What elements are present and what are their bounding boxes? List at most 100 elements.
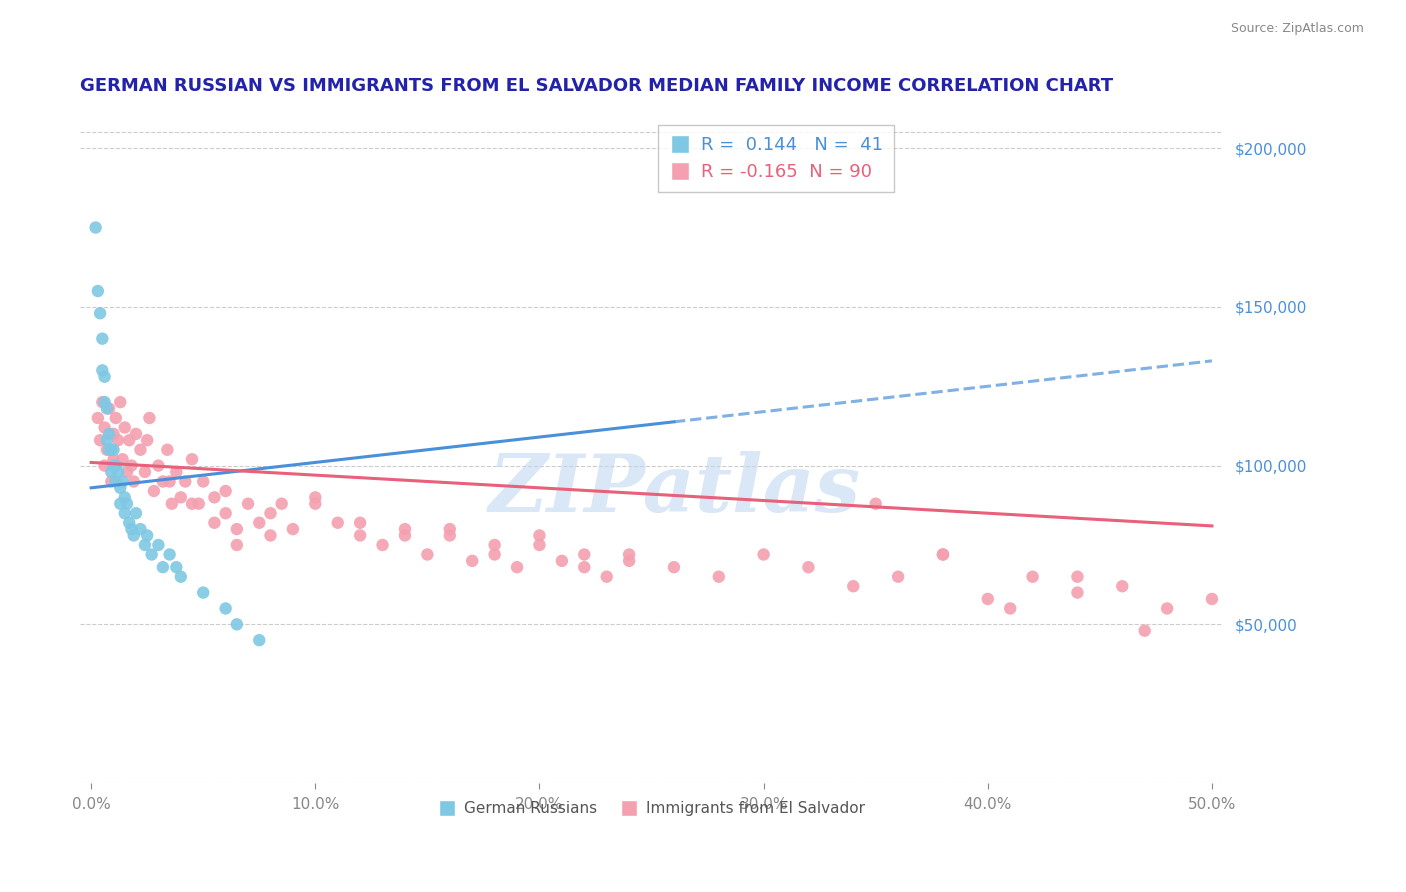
Point (247, 516, 270, 530)
Point (165, 560, 187, 574)
Point (225, 522, 247, 536)
Point (104, 411, 127, 425)
Point (98, 442, 121, 457)
Point (529, 538, 551, 552)
Text: Source: ZipAtlas.com: Source: ZipAtlas.com (1230, 22, 1364, 36)
Point (103, 426, 125, 441)
Point (125, 426, 148, 441)
Legend: German Russians, Immigrants from El Salvador: German Russians, Immigrants from El Salv… (432, 795, 872, 822)
Point (887, 570, 910, 584)
Point (707, 570, 730, 584)
Point (93, 395, 115, 409)
Point (103, 442, 125, 457)
Point (103, 458, 125, 473)
Point (91, 395, 114, 409)
Point (204, 516, 226, 530)
Point (115, 497, 138, 511)
Point (181, 452, 204, 467)
Point (394, 522, 416, 536)
Point (797, 560, 820, 574)
Point (204, 491, 226, 505)
Point (932, 548, 955, 562)
Point (122, 475, 145, 489)
Point (349, 516, 371, 530)
Point (138, 411, 160, 425)
Point (111, 452, 134, 467)
Point (91, 363, 114, 377)
Point (159, 475, 181, 489)
Point (115, 465, 138, 479)
Point (416, 548, 439, 562)
Point (574, 548, 596, 562)
Point (118, 516, 141, 530)
Point (89, 434, 111, 448)
Point (439, 528, 461, 542)
Point (114, 491, 136, 505)
Point (270, 497, 292, 511)
Point (617, 548, 640, 562)
Point (114, 506, 136, 520)
Point (1156, 601, 1178, 615)
Text: GERMAN RUSSIAN VS IMMIGRANTS FROM EL SALVADOR MEDIAN FAMILY INCOME CORRELATION C: GERMAN RUSSIAN VS IMMIGRANTS FROM EL SAL… (80, 78, 1114, 95)
Point (110, 497, 132, 511)
Point (529, 528, 551, 542)
Point (1133, 624, 1156, 638)
Point (111, 475, 134, 489)
Point (141, 548, 163, 562)
Point (174, 475, 197, 489)
Point (225, 538, 247, 552)
Point (121, 458, 143, 473)
Point (551, 554, 574, 568)
Point (96, 401, 118, 416)
Point (214, 601, 236, 615)
Point (259, 528, 281, 542)
Point (98, 426, 121, 441)
Point (596, 570, 619, 584)
Point (118, 434, 141, 448)
Point (148, 458, 170, 473)
Point (93, 458, 115, 473)
Point (93, 369, 115, 384)
Point (87, 284, 110, 298)
Point (394, 528, 416, 542)
Point (100, 465, 122, 479)
Point (142, 483, 165, 498)
Point (110, 395, 132, 409)
Point (225, 617, 247, 632)
Point (170, 491, 193, 505)
Point (134, 465, 156, 479)
Point (103, 452, 125, 467)
Point (1066, 570, 1088, 584)
Point (349, 528, 371, 542)
Point (236, 497, 259, 511)
Point (506, 560, 529, 574)
Point (932, 548, 955, 562)
Point (104, 475, 127, 489)
Point (998, 601, 1021, 615)
Point (193, 585, 215, 599)
Point (1066, 585, 1088, 599)
Point (617, 554, 640, 568)
Point (259, 506, 281, 520)
Point (136, 434, 159, 448)
Point (170, 570, 193, 584)
Point (977, 591, 1000, 606)
Point (125, 506, 148, 520)
Point (304, 491, 326, 505)
Point (181, 497, 204, 511)
Point (165, 465, 187, 479)
Point (148, 538, 170, 552)
Point (104, 458, 127, 473)
Point (160, 497, 183, 511)
Point (100, 442, 122, 457)
Point (1111, 579, 1133, 593)
Point (214, 506, 236, 520)
Point (304, 497, 326, 511)
Point (110, 481, 132, 495)
Point (752, 548, 775, 562)
Point (89, 306, 111, 320)
Point (156, 442, 179, 457)
Point (98, 401, 121, 416)
Point (214, 483, 236, 498)
Point (129, 442, 152, 457)
